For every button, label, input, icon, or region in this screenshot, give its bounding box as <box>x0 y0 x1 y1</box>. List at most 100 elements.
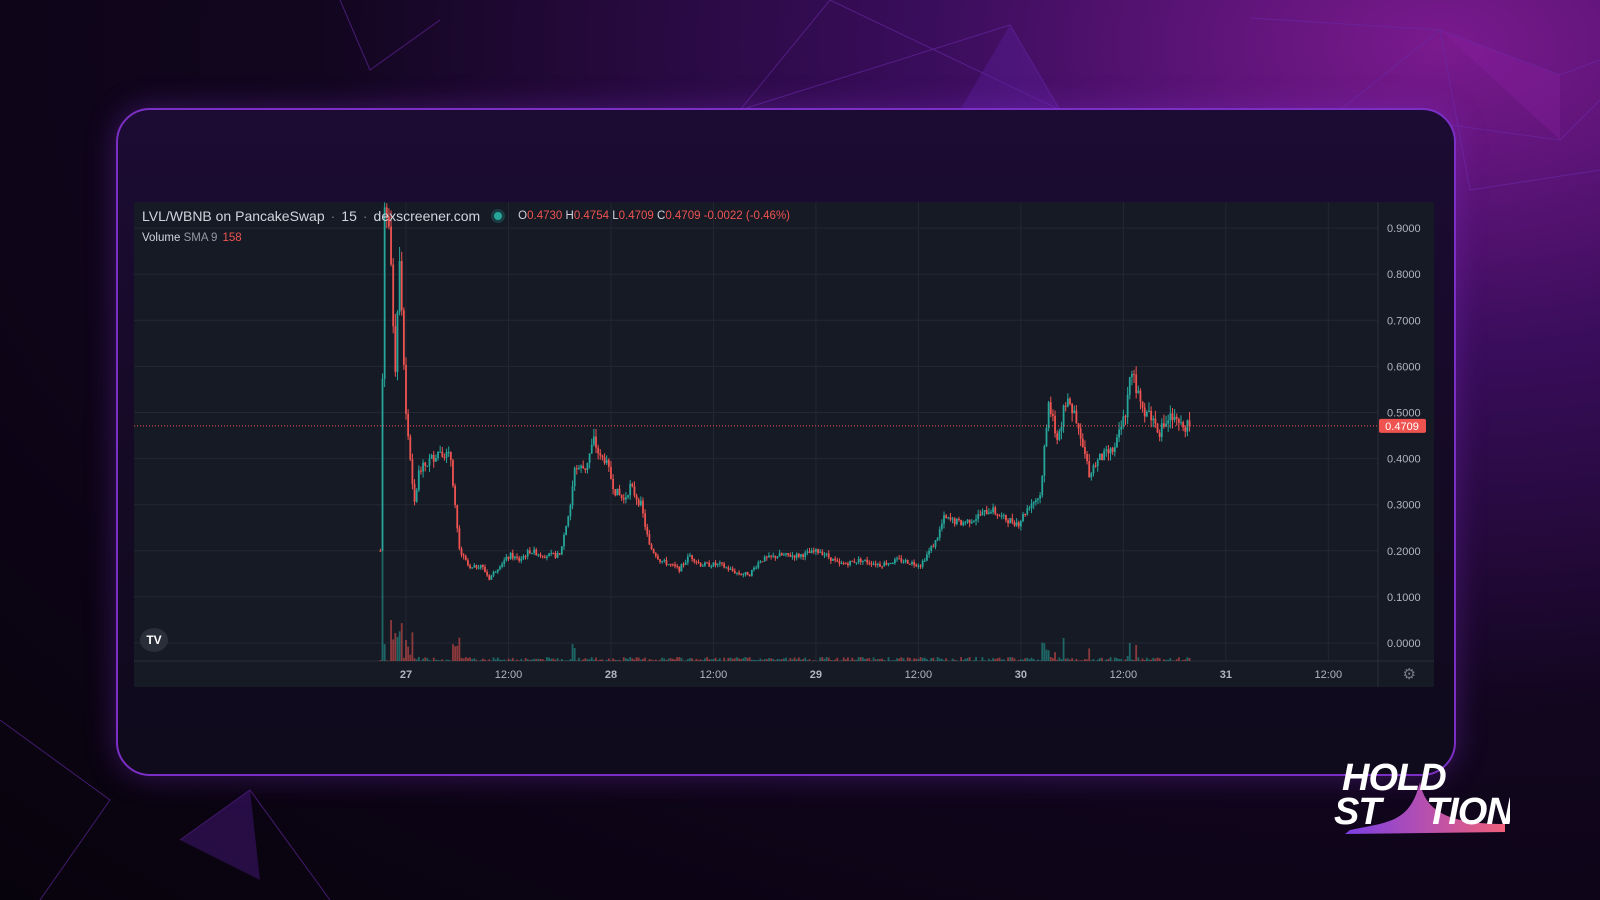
candle-body <box>985 509 988 515</box>
candle-body <box>900 558 903 562</box>
candle-body <box>398 261 401 313</box>
volume-bar <box>748 657 751 661</box>
volume-bar <box>689 658 691 661</box>
candle-body <box>727 567 730 570</box>
candle-body <box>507 556 510 559</box>
candle-body <box>505 556 508 561</box>
volume-bar <box>697 659 700 661</box>
candle-body <box>725 567 728 569</box>
volume-bar <box>842 657 845 661</box>
candle-body <box>1169 413 1172 421</box>
candle-body <box>887 563 890 565</box>
volume-bar <box>706 657 708 661</box>
candle-body <box>1028 507 1031 509</box>
candle-body <box>509 552 512 559</box>
volume-bar <box>402 657 405 661</box>
candle-body <box>1079 428 1082 439</box>
candle-body <box>426 465 429 467</box>
volume-bar <box>650 659 653 661</box>
volume-bar <box>1186 657 1189 661</box>
candle-body <box>400 261 403 311</box>
volume-bar <box>479 660 482 661</box>
volume-bar <box>699 659 702 661</box>
chart-svg[interactable]: 0.9000 0.8000 0.7000 0.6000 0.5000 0.4000 0.30… <box>134 202 1434 687</box>
candle-body <box>1011 518 1014 523</box>
volume-bar <box>1022 659 1024 661</box>
candle-body <box>699 562 702 567</box>
candle-body <box>975 519 977 521</box>
volume-bar <box>1169 658 1172 661</box>
price-chart[interactable]: 0.9000 0.8000 0.7000 0.6000 0.5000 0.4000 0.30… <box>134 202 1434 687</box>
candle-body <box>883 562 886 567</box>
x-tick-label: 12:00 <box>1315 669 1343 681</box>
candle-body <box>750 569 753 576</box>
candle-body <box>1058 431 1061 440</box>
interval[interactable]: 15 <box>341 208 357 224</box>
volume-bar <box>526 659 529 661</box>
candle-body <box>1133 373 1135 375</box>
volume-bar <box>394 633 397 661</box>
volume-bar <box>851 657 854 661</box>
candle-body <box>866 559 869 563</box>
x-tick-label: 12:00 <box>905 669 933 681</box>
candle-body <box>627 495 629 498</box>
candle-body <box>1007 520 1009 524</box>
volume-bar <box>1154 658 1157 661</box>
candle-body <box>821 551 824 555</box>
svg-text:ST: ST <box>1334 791 1384 833</box>
candle-body <box>484 567 486 572</box>
candle-body <box>669 564 672 566</box>
candle-body <box>930 546 933 551</box>
volume-bar <box>996 658 999 661</box>
source: dexscreener.com <box>373 208 481 224</box>
candle-body <box>456 505 459 529</box>
volume-bar <box>774 660 777 661</box>
candle-body <box>714 562 717 566</box>
candle-body <box>565 526 568 535</box>
volume-bar <box>633 659 636 661</box>
volume-bar <box>665 660 668 661</box>
candle-body <box>804 552 807 558</box>
gear-icon[interactable]: ⚙ <box>1402 666 1416 683</box>
candle-body <box>827 553 830 558</box>
candle-body <box>891 563 894 565</box>
candle-body <box>1075 410 1078 424</box>
candle-body <box>665 559 668 565</box>
candle-body <box>492 571 495 576</box>
candle-body <box>567 516 570 527</box>
candle-body <box>1105 449 1108 451</box>
volume-bar <box>765 659 768 661</box>
candle-body <box>573 468 576 487</box>
candle-body <box>437 451 439 459</box>
volume-bar <box>753 659 755 661</box>
candle-body <box>712 562 715 567</box>
candle-body <box>1022 514 1024 522</box>
candle-body <box>511 552 514 559</box>
volume-bar <box>405 639 407 661</box>
volume-bar <box>535 659 538 661</box>
candle-body <box>473 565 476 568</box>
volume-bar <box>447 659 450 661</box>
candle-body <box>915 564 918 567</box>
volume-bar <box>789 658 792 661</box>
candle-body <box>906 560 909 564</box>
volume-bar <box>635 657 638 661</box>
candle-body <box>768 555 770 558</box>
volume-bar <box>840 660 843 661</box>
candle-body <box>550 552 553 554</box>
volume-bar <box>607 658 610 661</box>
candle-body <box>599 453 602 456</box>
y-tick-label: 0.2000 <box>1387 546 1421 558</box>
candle-body <box>518 557 521 561</box>
volume-bar <box>432 657 435 661</box>
candle-body <box>443 456 446 458</box>
candle-body <box>776 556 779 558</box>
candle-body <box>1045 428 1048 447</box>
candle-body <box>580 465 582 468</box>
volume-bar <box>825 657 828 661</box>
volume-bar <box>381 551 384 661</box>
volume-bar <box>1165 659 1167 661</box>
tradingview-logo-icon[interactable]: TV <box>140 628 168 652</box>
candle-body <box>629 483 632 496</box>
volume-bar <box>953 659 956 661</box>
